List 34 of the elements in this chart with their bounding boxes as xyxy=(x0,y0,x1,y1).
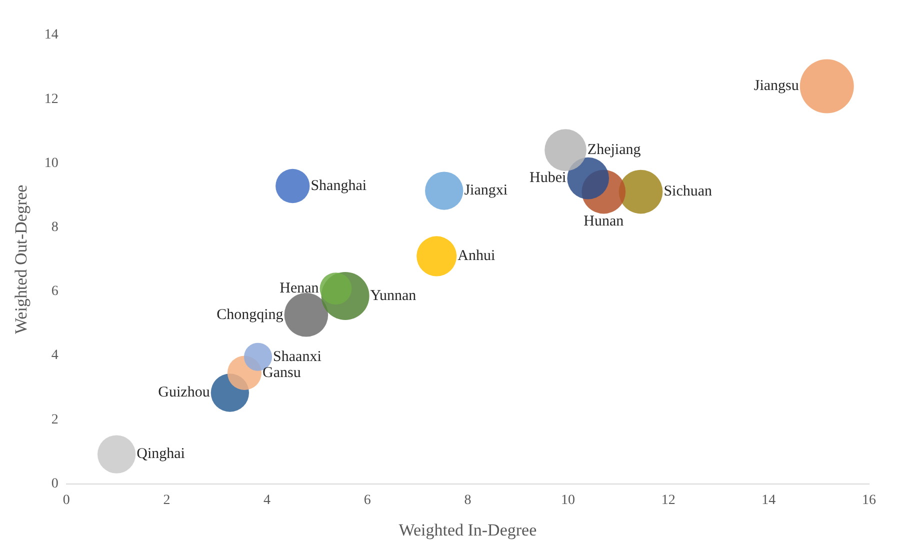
x-tick-label: 0 xyxy=(62,492,70,508)
series-label: Anhui xyxy=(458,248,496,264)
series-label: Jiangxi xyxy=(464,182,508,199)
x-tick-label: 10 xyxy=(561,492,576,508)
series-label: Shaanxi xyxy=(273,348,322,365)
x-tick-label: 14 xyxy=(762,492,776,508)
x-tick-label: 6 xyxy=(364,492,371,508)
series-label: Jiangsu xyxy=(754,78,800,94)
x-tick-label: 8 xyxy=(464,492,472,508)
x-tick-label: 12 xyxy=(661,492,676,508)
y-tick-label: 0 xyxy=(51,476,58,492)
series-label: Hubei xyxy=(530,170,566,186)
series-label: Yunnan xyxy=(370,288,417,304)
series-label: Zhejiang xyxy=(587,142,642,158)
series-label: Guizhou xyxy=(158,384,210,401)
series-label: Hunan xyxy=(584,214,624,230)
y-tick-label: 6 xyxy=(51,284,58,300)
series-label: Shanghai xyxy=(310,178,367,194)
y-tick-label: 10 xyxy=(44,156,58,171)
x-tick-label: 16 xyxy=(862,492,876,508)
y-tick-label: 2 xyxy=(51,412,58,428)
series-label: Gansu xyxy=(262,364,302,381)
y-tick-label: 12 xyxy=(44,92,58,107)
y-axis-title: Weighted Out-Degree xyxy=(12,184,31,334)
series-label: Chongqing xyxy=(216,306,284,323)
x-tick-label: 4 xyxy=(264,492,271,508)
x-axis-title: Weighted In-Degree xyxy=(398,520,537,540)
series-label: Sichuan xyxy=(664,184,713,200)
y-tick-label: 8 xyxy=(51,220,58,236)
series-label: Henan xyxy=(280,280,320,297)
y-tick-label: 4 xyxy=(51,348,58,364)
x-tick-label: 2 xyxy=(163,492,170,508)
series-label: Qinghai xyxy=(136,446,185,462)
y-tick-label: 14 xyxy=(44,28,58,43)
